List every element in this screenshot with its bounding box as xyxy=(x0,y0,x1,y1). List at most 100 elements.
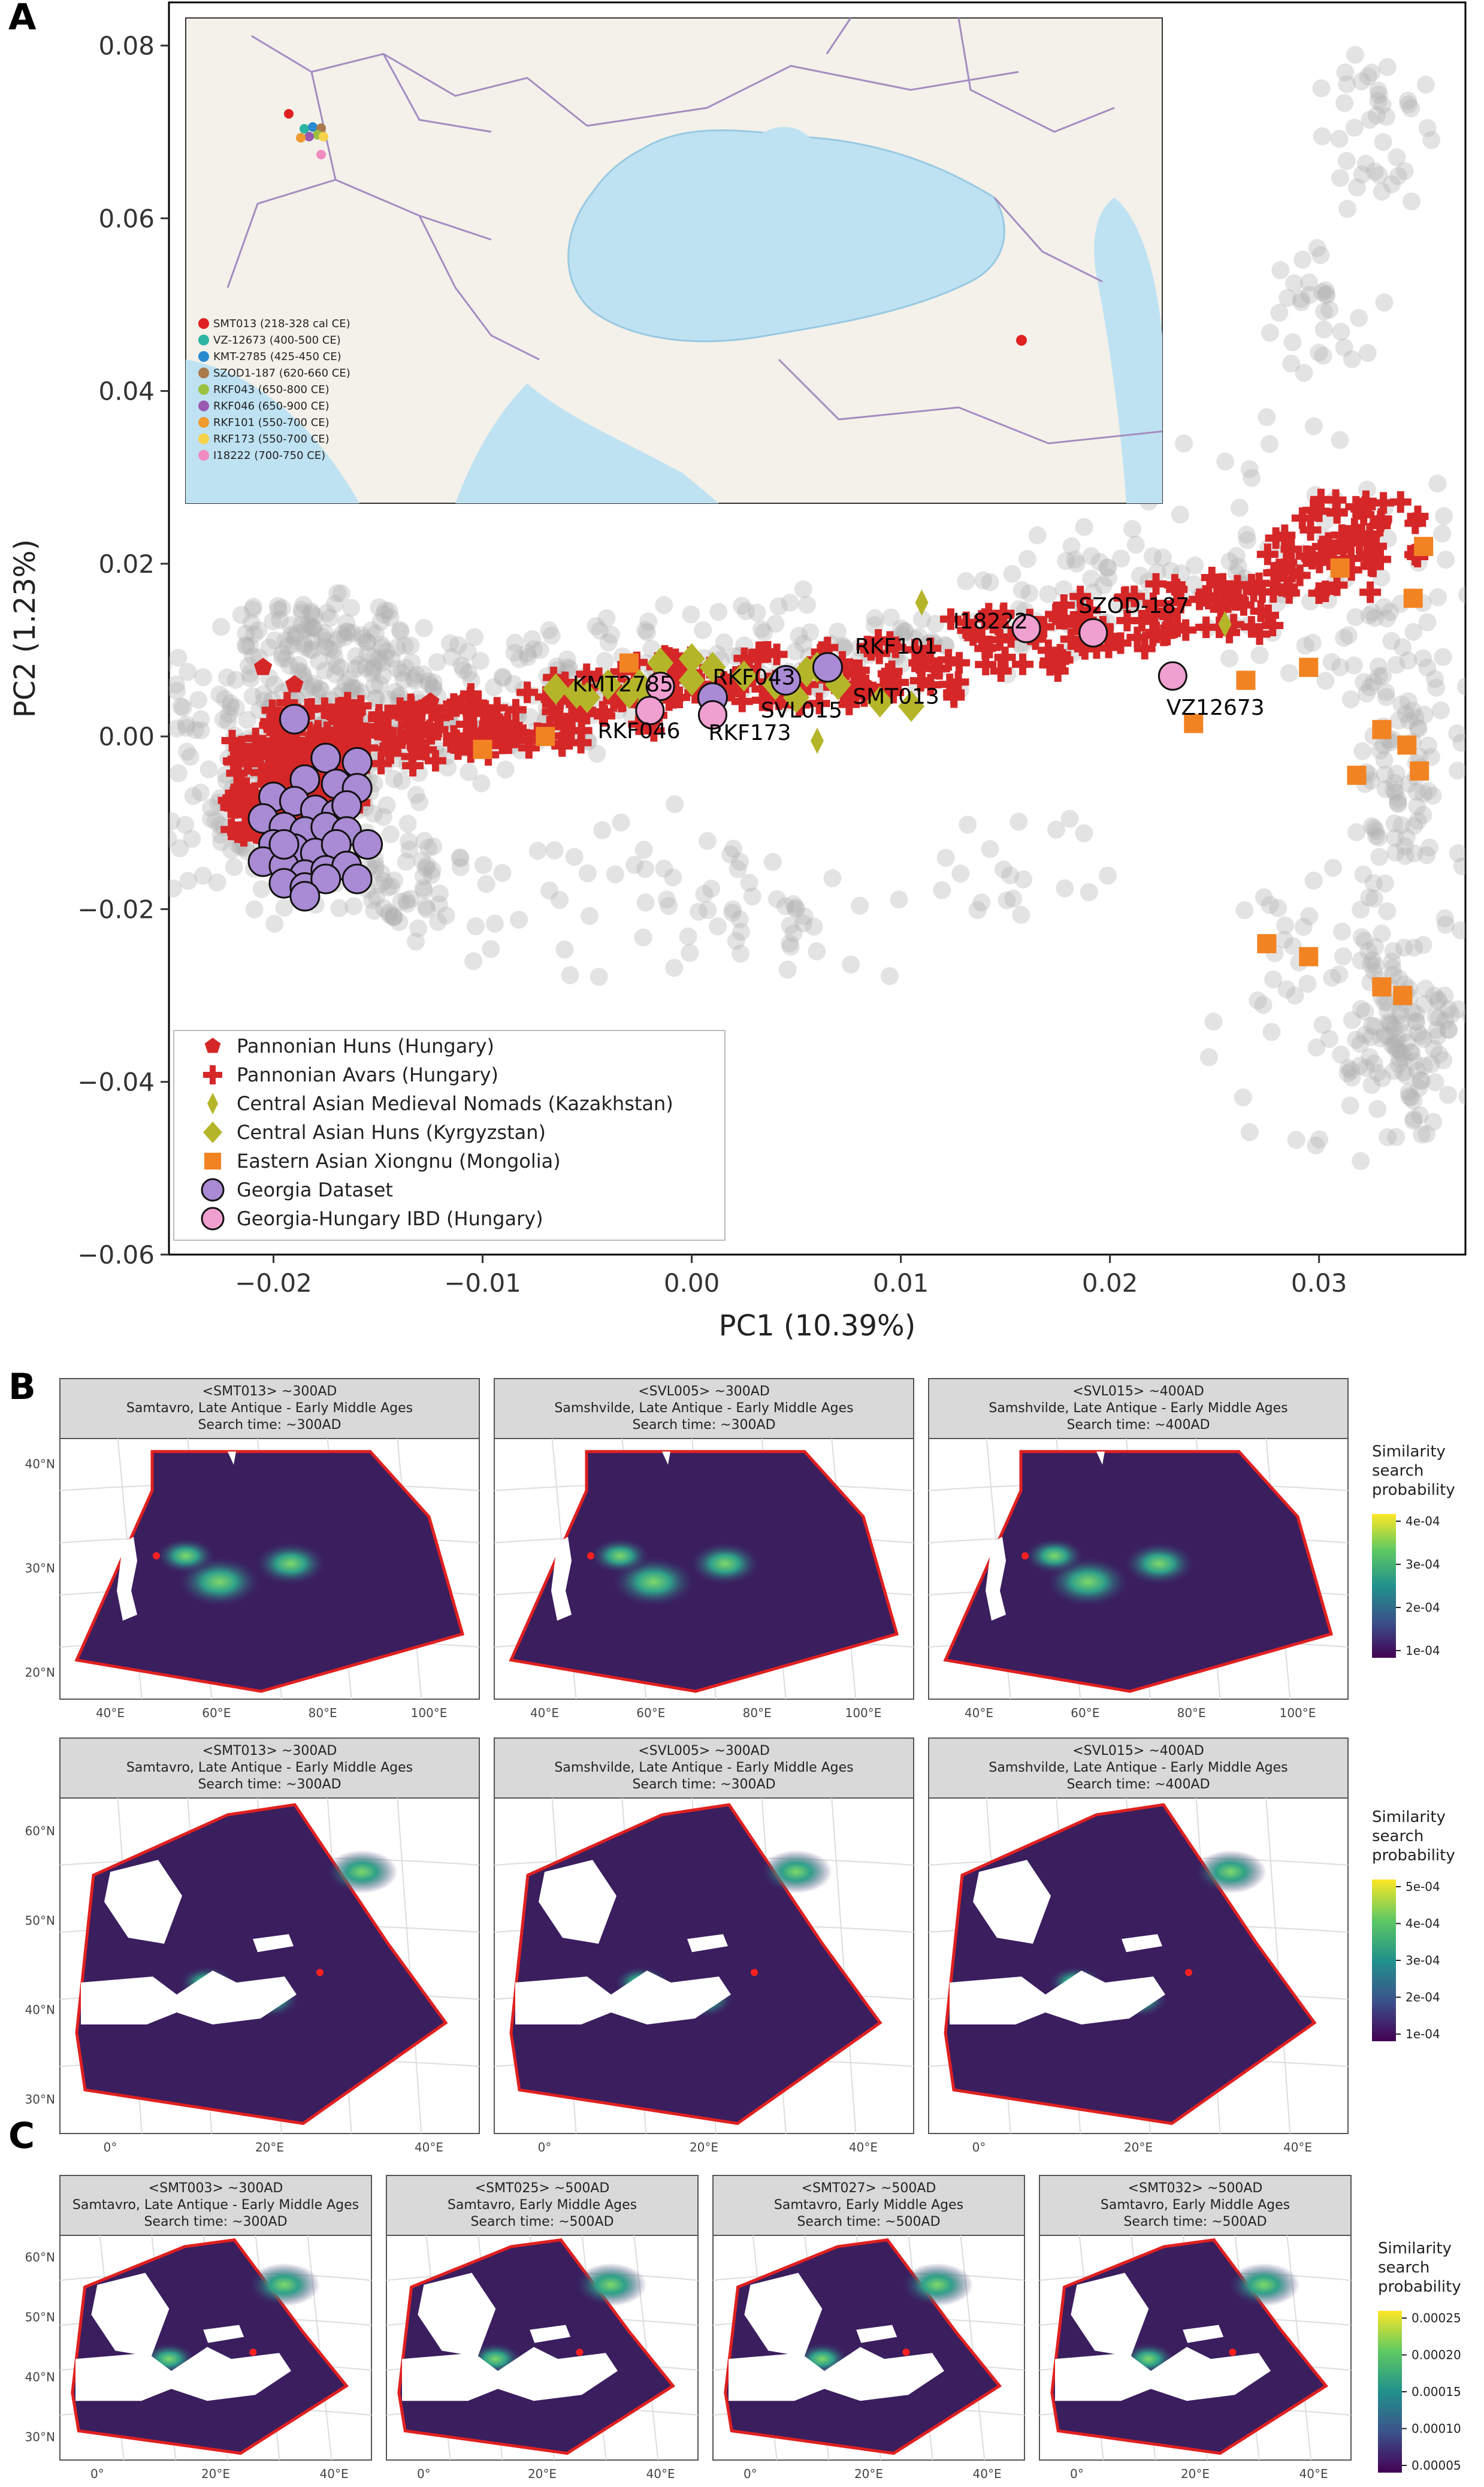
background-sample-point xyxy=(1346,608,1365,627)
colorbar-tick-label: 0.00020 xyxy=(1412,2348,1461,2362)
avar-plus-point xyxy=(1223,614,1245,636)
background-sample-point xyxy=(1316,672,1335,690)
y-tick-label: −0.02 xyxy=(77,895,155,924)
background-sample-point xyxy=(1341,690,1360,709)
background-sample-point xyxy=(367,887,386,906)
background-sample-point xyxy=(302,602,321,621)
background-sample-point xyxy=(1368,1063,1387,1082)
background-sample-point xyxy=(957,572,975,591)
background-sample-point xyxy=(289,655,308,674)
background-sample-point xyxy=(1254,996,1273,1014)
background-sample-point xyxy=(1429,588,1447,606)
background-sample-point xyxy=(241,637,259,655)
sample-location-dot xyxy=(316,1969,324,1977)
background-sample-point xyxy=(1389,794,1407,813)
background-sample-point xyxy=(801,623,820,642)
background-sample-point xyxy=(1419,782,1437,800)
background-sample-point xyxy=(321,640,339,658)
background-sample-point xyxy=(407,666,426,684)
background-sample-point xyxy=(1365,819,1383,838)
background-sample-point xyxy=(698,832,717,850)
land-mask-mediterranean xyxy=(729,2347,944,2401)
pca-points-layer xyxy=(217,488,1434,1005)
avar-plus-point xyxy=(1195,585,1217,607)
background-sample-point xyxy=(972,893,991,912)
background-sample-point xyxy=(172,697,191,716)
background-sample-point xyxy=(1386,843,1405,862)
map-x-tick-label: 60°E xyxy=(202,1706,231,1720)
pca-legend-frame xyxy=(173,1030,726,1241)
colorbar-title: search xyxy=(1378,2259,1429,2277)
background-sample-point xyxy=(430,884,449,903)
background-sample-point xyxy=(264,612,282,631)
background-sample-point xyxy=(896,622,915,641)
background-sample-point xyxy=(1391,1014,1410,1033)
background-sample-point xyxy=(397,853,415,871)
facet-search-time: Search time: ~500AD xyxy=(1123,2214,1267,2229)
background-sample-point xyxy=(331,658,350,677)
background-sample-point xyxy=(531,640,549,659)
background-sample-point xyxy=(1433,524,1452,543)
avar-plus-point xyxy=(234,803,256,826)
background-sample-point xyxy=(1012,905,1030,924)
x-tick-label: 0.00 xyxy=(664,1268,720,1298)
inset-legend-label: RKF173 (550-700 CE) xyxy=(213,433,330,446)
background-sample-point xyxy=(398,895,417,913)
background-sample-point xyxy=(365,902,383,920)
land-mask-black-sea xyxy=(856,2325,897,2343)
background-sample-point xyxy=(1373,95,1392,114)
background-sample-point xyxy=(451,848,469,866)
background-sample-point xyxy=(602,625,621,644)
avar-plus-point xyxy=(992,605,1014,627)
background-sample-point xyxy=(1425,670,1444,688)
panel-label-b: B xyxy=(8,1366,36,1408)
background-sample-point xyxy=(733,597,751,615)
background-sample-point xyxy=(194,668,213,687)
map-x-tick-label: 40°E xyxy=(320,2467,349,2481)
background-sample-point xyxy=(407,932,425,951)
avar-plus-point xyxy=(887,671,909,693)
background-sample-point xyxy=(1395,162,1414,180)
background-sample-point xyxy=(391,686,409,705)
background-sample-point xyxy=(385,907,403,926)
background-sample-point xyxy=(316,661,334,680)
background-sample-point xyxy=(169,764,188,782)
sample-location-dot xyxy=(1229,2349,1237,2356)
avar-plus-point xyxy=(244,727,267,750)
avar-plus-point xyxy=(1169,591,1192,614)
background-sample-point xyxy=(1143,547,1162,566)
probability-hotspot xyxy=(1195,1850,1267,1894)
background-sample-point xyxy=(1286,986,1304,1005)
background-sample-point xyxy=(968,900,987,919)
background-sample-point xyxy=(519,648,537,666)
background-sample-point xyxy=(374,899,393,917)
background-sample-point xyxy=(241,664,259,683)
background-sample-point xyxy=(1338,1064,1357,1083)
background-sample-point xyxy=(998,891,1016,909)
graticule-line xyxy=(1265,1797,1291,2134)
inset-sample-dot xyxy=(284,109,294,119)
background-sample-point xyxy=(1275,930,1293,949)
background-sample-point xyxy=(1378,902,1397,921)
avar-plus-point xyxy=(1065,614,1087,636)
background-sample-point xyxy=(1397,828,1416,847)
background-sample-point xyxy=(1386,773,1404,792)
kyrgyz-hun-diamond-point xyxy=(898,690,925,722)
graticule-line xyxy=(831,1797,857,2134)
background-sample-point xyxy=(755,623,773,642)
background-sample-point xyxy=(767,890,786,908)
land-mask-black-sea xyxy=(687,1934,728,1953)
facet-site: Samshvilde, Late Antique - Early Middle … xyxy=(554,1760,853,1775)
facet-title: <SVL005> ~300AD xyxy=(638,1384,770,1399)
background-sample-point xyxy=(464,952,483,971)
avar-plus-point xyxy=(480,725,503,747)
background-sample-point xyxy=(1370,667,1388,685)
avar-plus-point xyxy=(1322,540,1344,562)
probability-hotspot xyxy=(590,1537,650,1574)
background-sample-point xyxy=(1425,986,1443,1005)
avar-plus-point xyxy=(534,686,557,708)
background-sample-point xyxy=(1353,165,1371,184)
background-sample-point xyxy=(1341,1096,1359,1115)
background-sample-point xyxy=(1338,75,1356,93)
background-sample-point xyxy=(177,718,196,737)
